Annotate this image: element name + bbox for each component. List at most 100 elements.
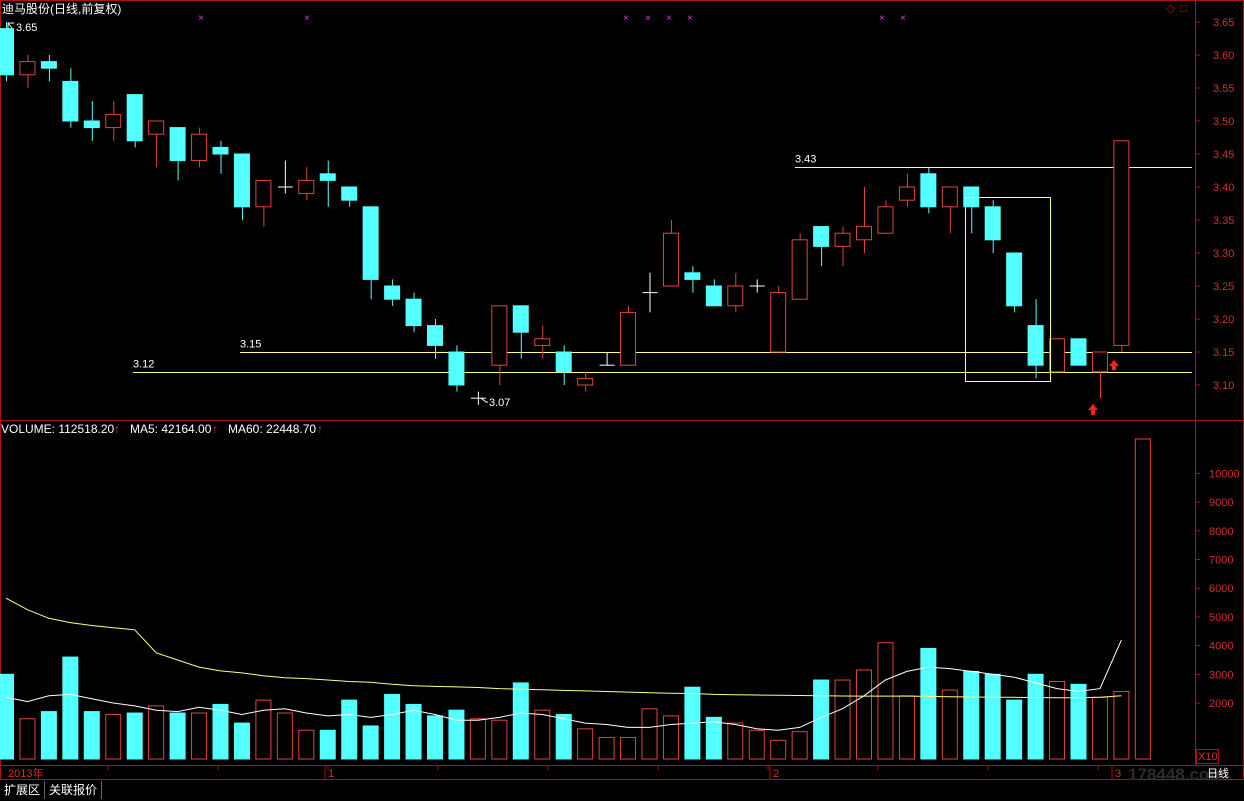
volume-bar-down [512, 682, 529, 760]
volume-tick-label: 3000 [1209, 669, 1233, 681]
volume-bar-up [1049, 680, 1066, 760]
volume-bar-up [577, 728, 594, 760]
ma5-line [5, 639, 1122, 731]
candle-up [877, 206, 894, 234]
signal-mark: × [645, 13, 651, 24]
price-tick-label: 3.50 [1213, 116, 1234, 128]
candle-down [984, 206, 1001, 241]
candle-down [0, 28, 14, 76]
volume-bar-down [212, 703, 229, 760]
candle-up [620, 311, 637, 366]
candle-up [191, 133, 208, 162]
price-tick-label: 3.25 [1213, 281, 1234, 293]
volume-bar-down [920, 647, 937, 760]
volume-bar-up [770, 739, 787, 760]
price-level-label: 3.15 [240, 339, 261, 351]
volume-multiplier-box [1196, 749, 1219, 764]
candle-down [963, 186, 980, 208]
volume-tick-label: 6000 [1209, 583, 1233, 595]
volume-bar-down [555, 713, 572, 760]
volume-bar-down [0, 673, 14, 760]
ma60-line [5, 597, 1122, 699]
volume-bar-up [791, 731, 808, 760]
signal-mark: × [623, 13, 629, 24]
maximize-icon[interactable]: □ [1180, 1, 1187, 15]
chart-title: 迪马股份(日线,前复权) [2, 1, 121, 16]
volume-tick-label: 2000 [1209, 698, 1233, 710]
candle-down [40, 61, 57, 69]
time-axis: 2013年 1 2 3 [8, 766, 1121, 780]
volume-bars [0, 438, 1151, 760]
volume-bar-down [40, 711, 57, 760]
price-tick-label: 3.65 [1213, 17, 1234, 29]
volume-tick-label: 4000 [1209, 641, 1233, 653]
volume-bar-down [1006, 699, 1023, 760]
volume-value: VOLUME: 112518.20 [1, 422, 115, 436]
price-tick-label: 3.10 [1213, 380, 1234, 392]
signal-mark: × [687, 13, 693, 24]
volume-bar-down [1027, 673, 1044, 760]
candle-down [555, 351, 572, 373]
up-arrow-icon [1109, 360, 1119, 370]
volume-tick-label: 7000 [1209, 555, 1233, 567]
price-tick-label: 3.35 [1213, 215, 1234, 227]
volume-bar-up [148, 705, 165, 760]
volume-ma-lines [5, 597, 1122, 731]
candle-down [83, 120, 100, 129]
price-tick-label: 3.40 [1213, 182, 1234, 194]
volume-bar-down [169, 712, 186, 760]
candle-down [169, 127, 186, 162]
signal-mark: × [879, 13, 885, 24]
volume-bar-down [341, 699, 358, 760]
volume-bar-down [83, 711, 100, 760]
volume-bar-up [598, 736, 615, 760]
candle-up [19, 61, 36, 76]
candle-down [212, 146, 229, 155]
volume-bar-up [748, 729, 765, 760]
candle-up [770, 292, 787, 353]
signal-marks: × × × × × × × × [198, 13, 906, 24]
volume-bar-up [1091, 696, 1108, 760]
candle-down [405, 298, 422, 327]
volume-bar-up [898, 695, 915, 760]
candle-up [941, 186, 958, 208]
volume-bar-up [276, 712, 293, 760]
up-arrow-icon [1088, 404, 1098, 415]
volume-bar-up [255, 699, 272, 760]
candle-up [662, 232, 679, 287]
signal-mark: × [666, 13, 672, 24]
volume-bar-up [620, 736, 637, 760]
volume-bar-up [491, 719, 508, 760]
volume-bar-down [1070, 683, 1087, 760]
volume-bar-up [641, 708, 658, 760]
low-price-label: 3.07 [489, 397, 510, 409]
candle-down [512, 305, 529, 333]
candle-down [362, 206, 379, 280]
candle-down [1006, 252, 1023, 307]
candle-down [319, 173, 336, 181]
volume-bar-down [362, 725, 379, 760]
volume-bar-down [448, 709, 465, 760]
volume-tick-label: 10000 [1209, 468, 1240, 480]
time-axis-label: 2 [773, 768, 779, 780]
price-tick-label: 3.30 [1213, 248, 1234, 260]
up-arrow-icon: ↑ [114, 422, 120, 436]
highlight-box [965, 197, 1051, 382]
price-level-label: 3.12 [133, 359, 154, 371]
tab-related-quotes[interactable]: 关联报价 [45, 781, 103, 799]
diamond-icon[interactable]: ◇ [1166, 1, 1176, 15]
volume-bar-up [941, 689, 958, 760]
tab-extension-area[interactable]: 扩展区 [0, 781, 46, 799]
time-axis-label: 3 [1115, 768, 1121, 780]
volume-bar-up [1134, 438, 1151, 760]
candle-down [427, 325, 443, 346]
volume-bar-down [963, 670, 980, 760]
candle-up [577, 377, 594, 386]
low-pointer-icon [480, 397, 488, 403]
candle-up [255, 179, 272, 208]
candle-down [920, 173, 937, 208]
candle-down [813, 226, 830, 247]
candle-up [834, 232, 851, 247]
time-axis-label: 2013年 [8, 766, 43, 780]
